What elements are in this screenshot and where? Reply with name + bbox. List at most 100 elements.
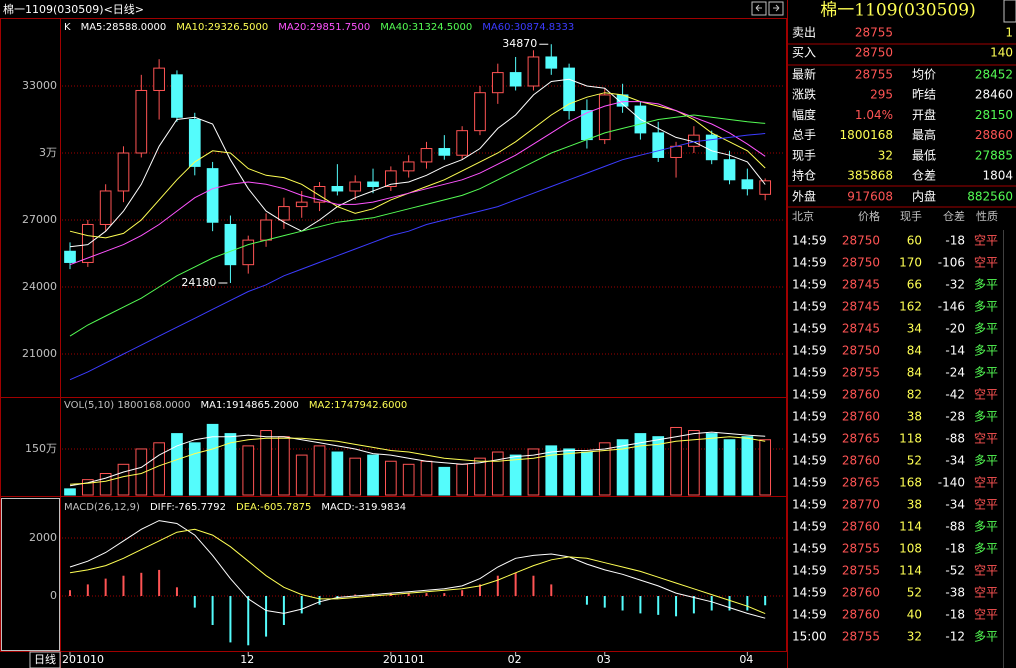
trade-cell: 38 (907, 410, 922, 424)
candle-body (385, 170, 397, 188)
trade-cell: 14:59 (792, 454, 827, 468)
volume-bar (598, 442, 611, 496)
stat-label: 开盘 (912, 107, 936, 122)
candle-body (759, 180, 772, 195)
trade-cell: 28755 (842, 564, 880, 578)
trade-cell: 114 (899, 564, 922, 578)
volume-bar (705, 433, 718, 496)
candle-body (153, 67, 165, 91)
legend-entry: MA40:31324.5000 (380, 22, 472, 33)
volume-bar (527, 448, 540, 496)
trade-cell: 40 (907, 608, 922, 622)
stat-label: 总手 (792, 128, 816, 142)
volume-bar (349, 457, 362, 496)
x-tick-label: 201010 (62, 653, 104, 666)
trade-cell: -18 (945, 234, 965, 248)
trade-cell: 空平 (974, 432, 998, 446)
volume-bar (491, 451, 504, 496)
trade-cell: 多平 (974, 344, 998, 358)
order-label: 买入 (792, 46, 816, 60)
trade-cell: 28765 (842, 432, 880, 446)
trade-cell: -32 (945, 278, 965, 292)
stat-label: 现手 (792, 148, 816, 162)
candle-body (563, 67, 575, 112)
x-tick-label: 02 (508, 653, 522, 666)
candle-body (135, 89, 148, 154)
trade-cell: 38 (907, 498, 922, 512)
trade-cell: 28770 (842, 498, 880, 512)
trade-cell: -12 (945, 630, 965, 644)
volume-bar (652, 436, 665, 496)
order-volume: 140 (990, 46, 1013, 60)
trade-cell: 14:59 (792, 344, 827, 358)
ma-line (69, 78, 766, 248)
volume-bar (759, 439, 772, 496)
order-label: 卖出 (792, 26, 816, 40)
x-tick-label: 04 (739, 653, 753, 666)
trade-cell: 14:59 (792, 410, 827, 424)
candle-body (598, 94, 611, 141)
volume-bar (242, 445, 255, 496)
stat-value: 28460 (975, 88, 1013, 102)
candle-body (224, 223, 237, 266)
trade-cell: 52 (907, 454, 922, 468)
outer-value: 917608 (847, 190, 893, 204)
outer-label: 外盘 (792, 189, 816, 204)
x-tick-label: 03 (597, 653, 611, 666)
trade-cell: 114 (899, 520, 922, 534)
legend-entry: MA10:29326.5000 (176, 22, 268, 33)
trade-cell: 空平 (974, 608, 998, 622)
ma-line (69, 520, 766, 619)
trade-cell: 多平 (974, 300, 998, 314)
volume-bar (313, 445, 326, 496)
trade-cell: 108 (899, 542, 922, 556)
candle-body (527, 56, 540, 87)
volume-bar (688, 430, 700, 496)
ma-line (69, 431, 766, 487)
trade-cell: 多平 (974, 520, 998, 534)
candle-body (474, 92, 486, 132)
trade-cell: 28755 (842, 630, 880, 644)
stat-label: 幅度 (792, 107, 816, 122)
trade-cell: 空平 (974, 476, 998, 490)
trade-cell: 空平 (974, 388, 998, 402)
order-volume: 1 (1005, 26, 1013, 40)
legend-entry: DIFF:-765.7792 (150, 502, 226, 513)
x-tick-label: 201101 (383, 653, 425, 666)
stat-label: 涨跌 (792, 87, 816, 102)
candle-body (206, 168, 219, 223)
period-box[interactable] (29, 651, 61, 668)
trade-cell: 28765 (842, 476, 880, 490)
trade-cell: 66 (907, 278, 922, 292)
trade-cell: 14:59 (792, 388, 827, 402)
candle-body (260, 219, 272, 241)
trade-cell: -28 (945, 410, 965, 424)
stat-value: 1804 (982, 169, 1013, 183)
close-button[interactable] (1003, 0, 1016, 23)
trade-cell: 52 (907, 586, 922, 600)
trade-cell: -14 (945, 344, 965, 358)
candle-body (491, 72, 504, 94)
trade-cell: 28745 (842, 278, 880, 292)
y-tick-label: 24000 (22, 280, 57, 293)
legend-entry: MA60:30874.8333 (482, 22, 574, 33)
candle-body (313, 186, 326, 203)
trade-cell: 空平 (974, 234, 998, 248)
candle-body (188, 118, 201, 167)
trade-cell: 28750 (842, 256, 880, 270)
trade-header: 性质 (976, 209, 998, 223)
trade-cell: -42 (945, 388, 965, 402)
stat-label: 最低 (912, 148, 936, 162)
trade-cell: -88 (945, 432, 965, 446)
trade-cell: 空平 (974, 256, 998, 270)
y-tick-label: 0 (50, 589, 57, 602)
trade-cell: 28760 (842, 388, 880, 402)
volume-bar (99, 473, 112, 496)
trade-cell: 14:59 (792, 564, 827, 578)
volume-bar (171, 433, 183, 496)
trade-cell: 168 (899, 476, 922, 490)
candle-body (278, 206, 290, 221)
trade-cell: 28760 (842, 608, 880, 622)
stat-value: 1.04% (855, 108, 893, 122)
outer-value: 882560 (967, 190, 1013, 204)
